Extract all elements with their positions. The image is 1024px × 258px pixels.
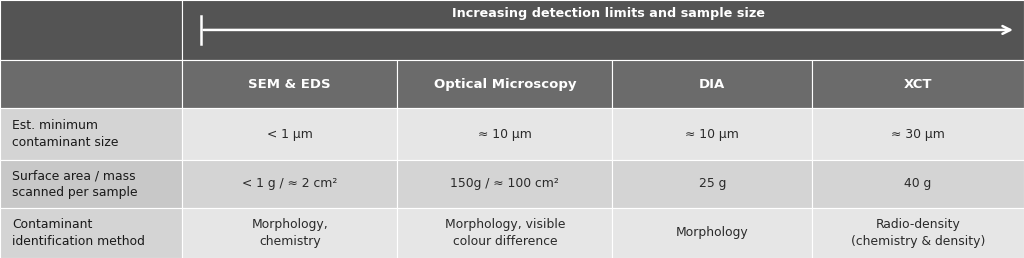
Bar	[612, 208, 812, 258]
Text: Est. minimum
contaminant size: Est. minimum contaminant size	[12, 119, 119, 149]
Bar	[182, 160, 397, 208]
Text: < 1 μm: < 1 μm	[267, 128, 312, 141]
Text: SEM & EDS: SEM & EDS	[249, 78, 331, 91]
Text: DIA: DIA	[699, 78, 725, 91]
Bar	[397, 160, 612, 208]
Bar	[182, 0, 1024, 60]
Text: ≈ 10 μm: ≈ 10 μm	[685, 128, 739, 141]
Text: Contaminant
identification method: Contaminant identification method	[12, 218, 145, 248]
Text: 40 g: 40 g	[904, 177, 932, 190]
Bar	[182, 60, 397, 108]
Text: Increasing detection limits and sample size: Increasing detection limits and sample s…	[452, 7, 765, 20]
Bar	[0, 60, 182, 108]
Text: ≈ 30 μm: ≈ 30 μm	[891, 128, 945, 141]
Text: Morphology: Morphology	[676, 226, 749, 239]
Bar	[397, 108, 612, 160]
Bar	[0, 208, 182, 258]
Bar	[812, 60, 1024, 108]
Bar	[0, 160, 182, 208]
Text: < 1 g / ≈ 2 cm²: < 1 g / ≈ 2 cm²	[242, 177, 338, 190]
Bar	[397, 60, 612, 108]
Bar	[0, 108, 182, 160]
Text: 150g / ≈ 100 cm²: 150g / ≈ 100 cm²	[451, 177, 559, 190]
Text: XCT: XCT	[904, 78, 932, 91]
Bar	[182, 108, 397, 160]
Bar	[812, 160, 1024, 208]
Text: Surface area / mass
scanned per sample: Surface area / mass scanned per sample	[12, 169, 138, 199]
Bar	[0, 0, 182, 60]
Bar	[397, 208, 612, 258]
Bar	[612, 160, 812, 208]
Bar	[182, 208, 397, 258]
Text: Radio-density
(chemistry & density): Radio-density (chemistry & density)	[851, 218, 985, 248]
Text: ≈ 10 μm: ≈ 10 μm	[478, 128, 531, 141]
Text: Morphology, visible
colour difference: Morphology, visible colour difference	[444, 218, 565, 248]
Bar	[812, 208, 1024, 258]
Bar	[612, 60, 812, 108]
Text: Optical Microscopy: Optical Microscopy	[433, 78, 577, 91]
Text: 25 g: 25 g	[698, 177, 726, 190]
Bar	[812, 108, 1024, 160]
Text: Morphology,
chemistry: Morphology, chemistry	[252, 218, 328, 248]
Bar	[612, 108, 812, 160]
